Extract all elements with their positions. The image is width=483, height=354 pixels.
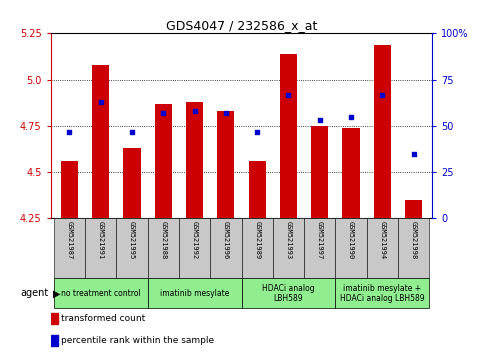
Point bbox=[159, 110, 167, 116]
Bar bbox=[92, 65, 109, 218]
Text: percentile rank within the sample: percentile rank within the sample bbox=[61, 336, 214, 345]
Bar bbox=[51, 335, 57, 346]
Bar bbox=[311, 126, 328, 218]
Bar bbox=[304, 218, 335, 279]
Bar bbox=[148, 279, 242, 308]
Text: GSM521988: GSM521988 bbox=[160, 221, 166, 259]
Bar bbox=[242, 279, 335, 308]
Bar bbox=[85, 218, 116, 279]
Text: GSM521987: GSM521987 bbox=[67, 221, 72, 259]
Text: GSM521996: GSM521996 bbox=[223, 221, 229, 259]
Bar bbox=[273, 218, 304, 279]
Text: transformed count: transformed count bbox=[61, 314, 146, 323]
Bar bbox=[148, 218, 179, 279]
Bar bbox=[116, 218, 148, 279]
Point bbox=[316, 118, 324, 123]
Bar bbox=[210, 218, 242, 279]
Point bbox=[284, 92, 292, 97]
Bar bbox=[186, 102, 203, 218]
Text: GSM521992: GSM521992 bbox=[192, 221, 198, 259]
Bar bbox=[179, 218, 210, 279]
Point bbox=[97, 99, 105, 105]
Bar bbox=[367, 218, 398, 279]
Text: GSM521997: GSM521997 bbox=[317, 221, 323, 259]
Point bbox=[191, 108, 199, 114]
Point bbox=[253, 129, 261, 134]
Bar bbox=[155, 104, 172, 218]
Text: ▶: ▶ bbox=[53, 289, 61, 298]
Text: agent: agent bbox=[20, 289, 48, 298]
Text: GSM521991: GSM521991 bbox=[98, 221, 104, 259]
Bar bbox=[374, 45, 391, 218]
Bar bbox=[249, 161, 266, 218]
Bar bbox=[405, 200, 422, 218]
Text: imatinib mesylate: imatinib mesylate bbox=[160, 289, 229, 298]
Text: GSM521990: GSM521990 bbox=[348, 221, 354, 259]
Text: GSM521998: GSM521998 bbox=[411, 221, 416, 259]
Bar bbox=[51, 313, 57, 324]
Point bbox=[378, 92, 386, 97]
Text: no treatment control: no treatment control bbox=[61, 289, 141, 298]
Bar bbox=[54, 279, 148, 308]
Point bbox=[222, 110, 230, 116]
Bar bbox=[398, 218, 429, 279]
Bar bbox=[124, 148, 141, 218]
Text: GSM521995: GSM521995 bbox=[129, 221, 135, 259]
Bar bbox=[342, 128, 359, 218]
Title: GDS4047 / 232586_x_at: GDS4047 / 232586_x_at bbox=[166, 19, 317, 32]
Point bbox=[66, 129, 73, 134]
Bar bbox=[61, 161, 78, 218]
Text: GSM521989: GSM521989 bbox=[254, 221, 260, 259]
Bar bbox=[280, 54, 297, 218]
Text: HDACi analog
LBH589: HDACi analog LBH589 bbox=[262, 284, 315, 303]
Text: GSM521993: GSM521993 bbox=[285, 221, 291, 259]
Bar bbox=[242, 218, 273, 279]
Bar bbox=[335, 218, 367, 279]
Point bbox=[347, 114, 355, 120]
Point bbox=[410, 151, 417, 156]
Text: GSM521994: GSM521994 bbox=[379, 221, 385, 259]
Bar bbox=[217, 111, 234, 218]
Bar bbox=[54, 218, 85, 279]
Point bbox=[128, 129, 136, 134]
Text: imatinib mesylate +
HDACi analog LBH589: imatinib mesylate + HDACi analog LBH589 bbox=[340, 284, 425, 303]
Bar bbox=[335, 279, 429, 308]
